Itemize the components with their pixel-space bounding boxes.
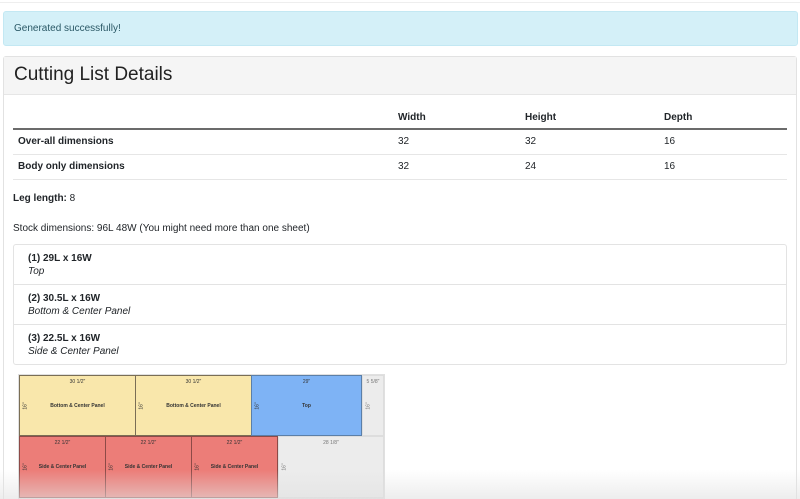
part-name: Bottom & Center Panel (28, 306, 131, 317)
layout-piece-bottom: 30 1/2" 16" Bottom & Center Panel (19, 375, 136, 436)
piece-width: 28 1/8" (323, 440, 339, 446)
layout-piece-side: 22 1/2" 16" Side & Center Panel (105, 436, 192, 498)
list-item: (2) 30.5L x 16W Bottom & Center Panel (14, 285, 786, 325)
part-dimensions: (2) 30.5L x 16W (28, 293, 101, 304)
layout-piece-side: 22 1/2" 16" Side & Center Panel (191, 436, 278, 498)
cell-width: 32 (393, 129, 520, 155)
cell-depth: 16 (659, 154, 787, 180)
piece-label: Bottom & Center Panel (166, 402, 221, 409)
layout-piece-side: 22 1/2" 16" Side & Center Panel (19, 436, 106, 498)
stock-dimensions: Stock dimensions: 96L 48W (You might nee… (13, 223, 310, 234)
dimensions-table: Width Height Depth Over-all dimensions 3… (13, 106, 787, 180)
piece-width: 5 5/8" (366, 379, 380, 385)
cell-width: 32 (393, 154, 520, 180)
piece-width: 22 1/2" (226, 440, 243, 446)
piece-label: Top (302, 402, 311, 409)
cell-height: 32 (520, 129, 659, 155)
piece-width: 29" (302, 379, 311, 385)
piece-height: 16" (281, 463, 288, 471)
part-dimensions: (1) 29L x 16W (28, 253, 92, 264)
table-row: Body only dimensions 32 24 16 (13, 154, 787, 180)
table-row: Over-all dimensions 32 32 16 (13, 129, 787, 155)
leg-length: Leg length: 8 (13, 193, 75, 204)
part-name: Top (28, 266, 45, 277)
list-item: (3) 22.5L x 16W Side & Center Panel (14, 325, 786, 364)
piece-width: 30 1/2" (69, 379, 86, 385)
piece-label: Side & Center Panel (38, 464, 87, 470)
layout-waste: 5 5/8" 16" (362, 375, 384, 436)
parts-list: (1) 29L x 16W Top (2) 30.5L x 16W Bottom… (13, 244, 787, 365)
table-header-row: Width Height Depth (13, 106, 787, 130)
top-strip (0, 0, 800, 3)
row-label: Over-all dimensions (13, 129, 393, 155)
header-depth: Depth (659, 106, 787, 130)
header-width: Width (393, 106, 520, 130)
header-height: Height (520, 106, 659, 130)
layout-piece-bottom: 30 1/2" 16" Bottom & Center Panel (135, 375, 252, 436)
header-blank (13, 106, 393, 130)
piece-label: Side & Center Panel (210, 464, 259, 470)
layout-piece-top: 29" 16" Top (251, 375, 362, 436)
cell-height: 24 (520, 154, 659, 180)
card-header: Cutting List Details (4, 57, 796, 95)
list-item: (1) 29L x 16W Top (14, 245, 786, 285)
part-dimensions: (3) 22.5L x 16W (28, 333, 101, 344)
alert-message: Generated successfully! (14, 23, 121, 34)
cutting-layout-sheet: 30 1/2" 16" Bottom & Center Panel 30 1/2… (18, 374, 385, 499)
piece-label: Bottom & Center Panel (50, 402, 105, 409)
row-label: Body only dimensions (13, 154, 393, 180)
success-alert: Generated successfully! (3, 11, 798, 46)
page-title: Cutting List Details (14, 64, 173, 85)
piece-width: 30 1/2" (185, 379, 202, 385)
piece-width: 22 1/2" (54, 440, 71, 446)
cell-depth: 16 (659, 129, 787, 155)
piece-height: 16" (365, 401, 372, 410)
leg-length-value: 8 (69, 193, 76, 204)
piece-width: 22 1/2" (140, 440, 157, 446)
part-name: Side & Center Panel (28, 346, 119, 357)
piece-label: Side & Center Panel (124, 464, 173, 470)
leg-length-label: Leg length: (13, 193, 67, 204)
layout-waste: 28 1/8" 16" (278, 436, 384, 498)
